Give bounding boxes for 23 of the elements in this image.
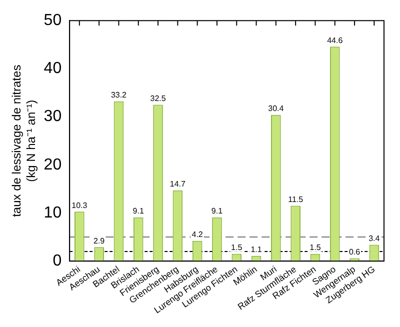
data-label: 1.5 xyxy=(231,243,243,252)
data-label: 44.6 xyxy=(327,36,344,45)
data-label: 1.5 xyxy=(310,243,322,252)
y-tick-label: 0 xyxy=(52,252,62,270)
data-label: 0.6 xyxy=(348,247,361,256)
data-label: 11.5 xyxy=(288,194,304,204)
data-label: 32.5 xyxy=(150,94,166,103)
y-tick-label: 20 xyxy=(44,156,62,174)
y-tick-label: 10 xyxy=(44,204,62,222)
data-label: 4.2 xyxy=(192,230,204,240)
y-tick-label: 30 xyxy=(44,108,62,126)
y-tick-label: 50 xyxy=(44,12,62,30)
data-label: 9.1 xyxy=(132,206,144,216)
data-label: 3.4 xyxy=(368,234,380,243)
data-label: 14.7 xyxy=(170,180,186,189)
data-label: 2.9 xyxy=(94,236,106,246)
y-tick-label: 40 xyxy=(44,60,62,78)
data-label: 30.4 xyxy=(268,104,284,114)
data-label: 10.3 xyxy=(72,200,88,210)
data-label: 33.2 xyxy=(110,90,128,100)
data-label: 1.1 xyxy=(250,245,262,254)
y-axis-title: taux de lessivage de nitrates (kg N ha⁻¹ an⁻¹) xyxy=(10,64,38,217)
data-label: 9.1 xyxy=(211,206,224,216)
